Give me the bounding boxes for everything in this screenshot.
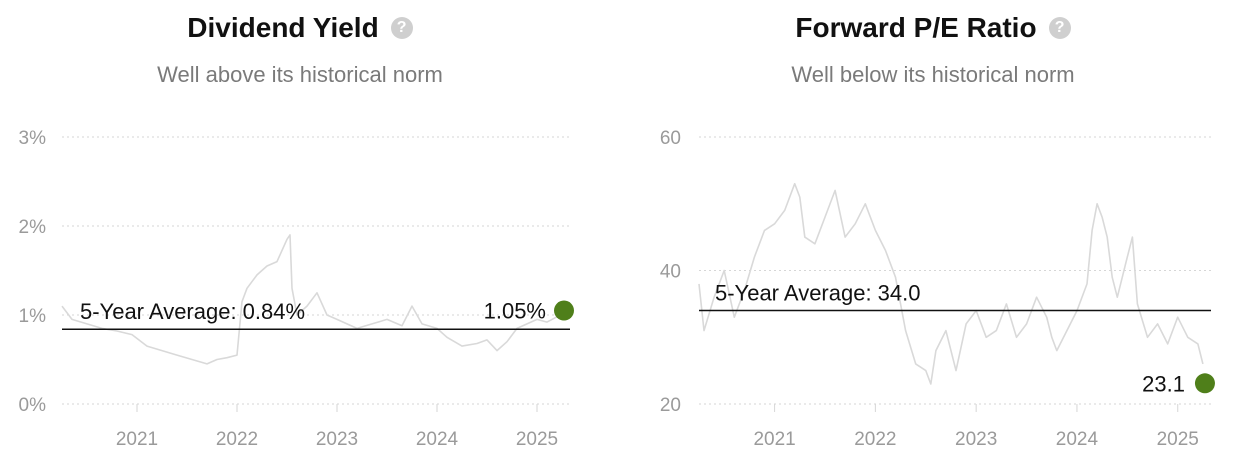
y-tick-label: 20 xyxy=(660,395,681,416)
current-value-marker xyxy=(554,300,574,321)
question-circle-icon[interactable]: ? xyxy=(1048,17,1071,39)
x-tick-label: 2022 xyxy=(854,429,896,450)
title-row: Forward P/E Ratio? xyxy=(633,12,1233,44)
chart-subtitle: Well below its historical norm xyxy=(791,62,1075,87)
current-value-label: 23.1 xyxy=(1142,371,1185,396)
average-label: 5-Year Average: 34.0 xyxy=(715,281,921,306)
current-value-label: 1.05% xyxy=(484,299,546,324)
y-tick-label: 3% xyxy=(19,128,47,149)
forward-pe-chart: 20 40 60 2021 2022 2023 2024 2025 5-Year Average… xyxy=(660,128,1215,450)
y-tick-label: 1% xyxy=(19,306,47,327)
title-row: Dividend Yield? xyxy=(0,12,600,44)
x-tick-label: 2022 xyxy=(216,429,258,450)
y-tick-label: 60 xyxy=(660,128,681,149)
series-line xyxy=(61,234,558,365)
chart-subtitle: Well above its historical norm xyxy=(157,62,443,87)
x-tick-label: 2024 xyxy=(1056,429,1099,450)
average-label: 5-Year Average: 0.84% xyxy=(80,299,305,324)
y-tick-label: 0% xyxy=(19,395,47,416)
x-tick-label: 2023 xyxy=(316,429,358,450)
x-tick-label: 2021 xyxy=(753,429,795,450)
chart-title: Dividend Yield xyxy=(187,12,379,43)
x-tick-label: 2023 xyxy=(955,429,997,450)
dividend-yield-chart: 0% 1% 2% 3% 2021 2022 2023 2024 2025 5-Year Avera… xyxy=(19,128,574,450)
question-circle-icon[interactable]: ? xyxy=(390,17,413,39)
current-value-marker xyxy=(1194,373,1215,394)
y-tick-label: 40 xyxy=(660,262,681,283)
series-line xyxy=(698,182,1204,385)
dividend-yield-panel: Dividend Yield? Well above its historica… xyxy=(0,0,600,454)
x-tick-label: 2024 xyxy=(416,429,459,450)
x-tick-label: 2025 xyxy=(516,429,558,450)
y-tick-label: 2% xyxy=(19,217,47,238)
x-tick-label: 2021 xyxy=(116,429,158,450)
chart-title: Forward P/E Ratio xyxy=(795,12,1037,43)
forward-pe-panel: Forward P/E Ratio? Well below its histor… xyxy=(633,0,1233,454)
x-tick-label: 2025 xyxy=(1157,429,1199,450)
